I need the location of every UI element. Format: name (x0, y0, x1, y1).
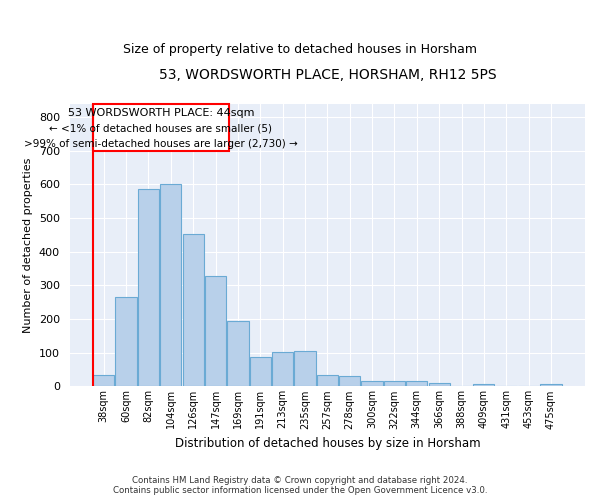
Text: Size of property relative to detached houses in Horsham: Size of property relative to detached ho… (123, 42, 477, 56)
Bar (541, 384, 562, 386)
Bar (317, 374, 338, 386)
Bar (115, 297, 137, 386)
Bar (138, 190, 159, 386)
Text: 53 WORDSWORTH PLACE: 44sqm: 53 WORDSWORTH PLACE: 44sqm (68, 108, 254, 118)
Bar (250, 357, 271, 386)
Text: ← <1% of detached houses are smaller (5): ← <1% of detached houses are smaller (5) (49, 124, 272, 134)
Bar (339, 376, 361, 386)
Bar (160, 184, 181, 386)
Bar (182, 234, 204, 386)
Bar (361, 382, 383, 386)
Y-axis label: Number of detached properties: Number of detached properties (23, 158, 33, 332)
Title: 53, WORDSWORTH PLACE, HORSHAM, RH12 5PS: 53, WORDSWORTH PLACE, HORSHAM, RH12 5PS (158, 68, 496, 82)
Text: Contains HM Land Registry data © Crown copyright and database right 2024.
Contai: Contains HM Land Registry data © Crown c… (113, 476, 487, 495)
Bar (428, 383, 450, 386)
X-axis label: Distribution of detached houses by size in Horsham: Distribution of detached houses by size … (175, 437, 480, 450)
Bar (93, 374, 115, 386)
Bar (295, 351, 316, 386)
Bar (473, 384, 494, 386)
Text: >99% of semi-detached houses are larger (2,730) →: >99% of semi-detached houses are larger … (24, 138, 298, 148)
Bar (92, 104, 229, 150)
Bar (272, 352, 293, 386)
Bar (227, 320, 248, 386)
Bar (205, 276, 226, 386)
Bar (384, 380, 405, 386)
Bar (406, 382, 427, 386)
